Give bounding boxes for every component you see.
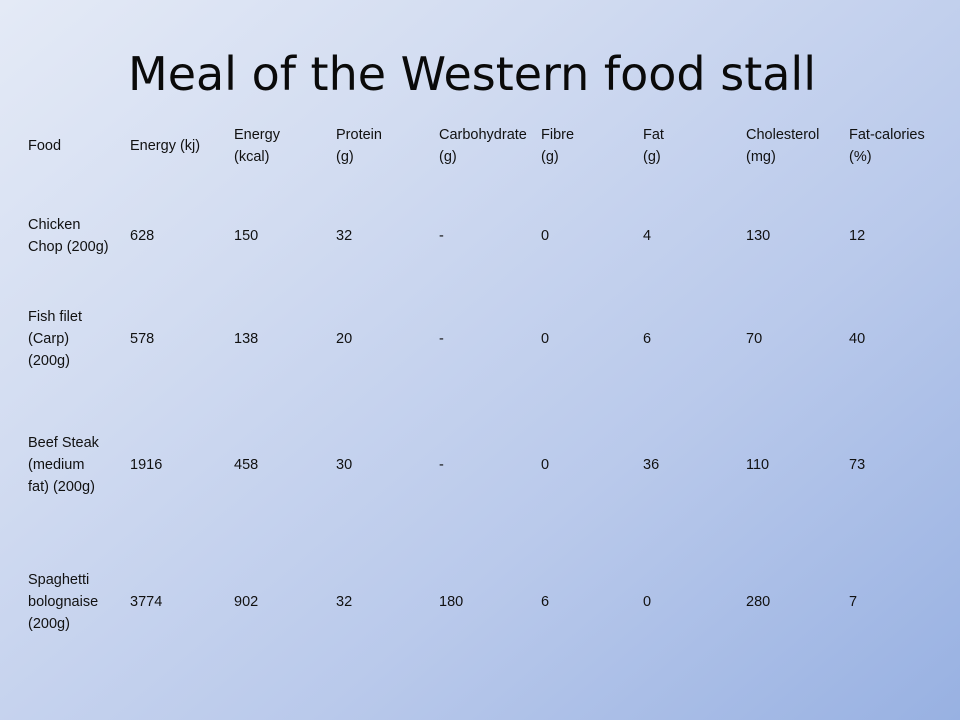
- fibre-cell: 0: [541, 228, 550, 244]
- header-fat-calories: Fat-calories (%): [849, 127, 925, 165]
- energy-kj-cell: 628: [130, 228, 155, 244]
- food-name-line: Beef Steak: [28, 435, 99, 451]
- energy-kcal-cell: 458: [234, 457, 259, 473]
- table-header-row: Food Energy (kj) Energy (kcal) Protein (…: [20, 104, 948, 188]
- fibre-cell: 6: [541, 594, 550, 610]
- food-name-line: Chicken: [28, 217, 81, 233]
- header-food: Food: [28, 138, 62, 154]
- fibre-cell: 0: [541, 331, 550, 347]
- fibre-cell: 0: [541, 457, 550, 473]
- energy-kj-cell: 1916: [130, 457, 163, 473]
- energy-kcal-cell: 150: [234, 228, 259, 244]
- header-energy-kcal: Energy (kcal): [234, 127, 280, 165]
- food-name-line: Chop (200g): [28, 239, 109, 255]
- energy-kj-cell: 3774: [130, 594, 163, 610]
- fat-cell: 4: [643, 228, 652, 244]
- cholesterol-cell: 110: [746, 457, 770, 473]
- header-fibre: Fibre (g): [541, 127, 575, 165]
- fat-calories-cell: 7: [849, 594, 858, 610]
- carbohydrate-cell: -: [439, 228, 444, 244]
- header-fat: Fat (g): [643, 127, 664, 165]
- food-name-cell: Fish filet (Carp) (200g): [20, 284, 122, 394]
- fat-cell: 0: [643, 594, 652, 610]
- food-name-line: (medium: [28, 457, 85, 473]
- header-energy-kj: Energy (kj): [130, 138, 201, 154]
- energy-kj-cell: 578: [130, 331, 155, 347]
- nutrition-table: Food Energy (kj) Energy (kcal) Protein (…: [20, 104, 948, 668]
- carbohydrate-cell: -: [439, 331, 444, 347]
- cholesterol-cell: 130: [746, 228, 771, 244]
- food-name-cell: Chicken Chop (200g): [20, 188, 122, 284]
- carbohydrate-cell: 180: [439, 594, 464, 610]
- protein-cell: 32: [336, 594, 353, 610]
- header-protein: Protein (g): [336, 127, 382, 165]
- fat-cell: 36: [643, 457, 660, 473]
- fat-calories-cell: 12: [849, 228, 866, 244]
- protein-cell: 20: [336, 331, 353, 347]
- food-name-line: bolognaise: [28, 594, 99, 610]
- food-name-line: (200g): [28, 616, 70, 632]
- food-name-line: fat) (200g): [28, 479, 95, 495]
- header-carbohydrate: Carbohydrate (g): [439, 127, 527, 165]
- food-name-cell: Spaghetti bolognaise (200g): [20, 536, 122, 668]
- cholesterol-cell: 280: [746, 594, 771, 610]
- cholesterol-cell: 70: [746, 331, 763, 347]
- energy-kcal-cell: 902: [234, 594, 259, 610]
- food-name-line: Spaghetti: [28, 572, 90, 588]
- energy-kcal-cell: 138: [234, 331, 259, 347]
- carbohydrate-cell: -: [439, 457, 444, 473]
- table-row: Spaghetti bolognaise (200g) 3774 902 32 …: [20, 536, 948, 668]
- table-row: Fish filet (Carp) (200g) 578 138 20 - 0 …: [20, 284, 948, 394]
- protein-cell: 30: [336, 457, 353, 473]
- fat-calories-cell: 73: [849, 457, 866, 473]
- protein-cell: 32: [336, 228, 353, 244]
- fat-calories-cell: 40: [849, 331, 866, 347]
- header-cholesterol: Cholesterol (mg): [746, 127, 820, 165]
- food-name-line: (200g): [28, 353, 70, 369]
- table-row: Chicken Chop (200g) 628 150 32 - 0 4 130…: [20, 188, 948, 284]
- slide-title: Meal of the Western food stall: [128, 47, 816, 101]
- table-row: Beef Steak (medium fat) (200g) 1916 458 …: [20, 394, 948, 536]
- fat-cell: 6: [643, 331, 652, 347]
- food-name-line: Fish filet: [28, 309, 82, 325]
- food-name-cell: Beef Steak (medium fat) (200g): [20, 394, 122, 536]
- food-name-line: (Carp): [28, 331, 70, 347]
